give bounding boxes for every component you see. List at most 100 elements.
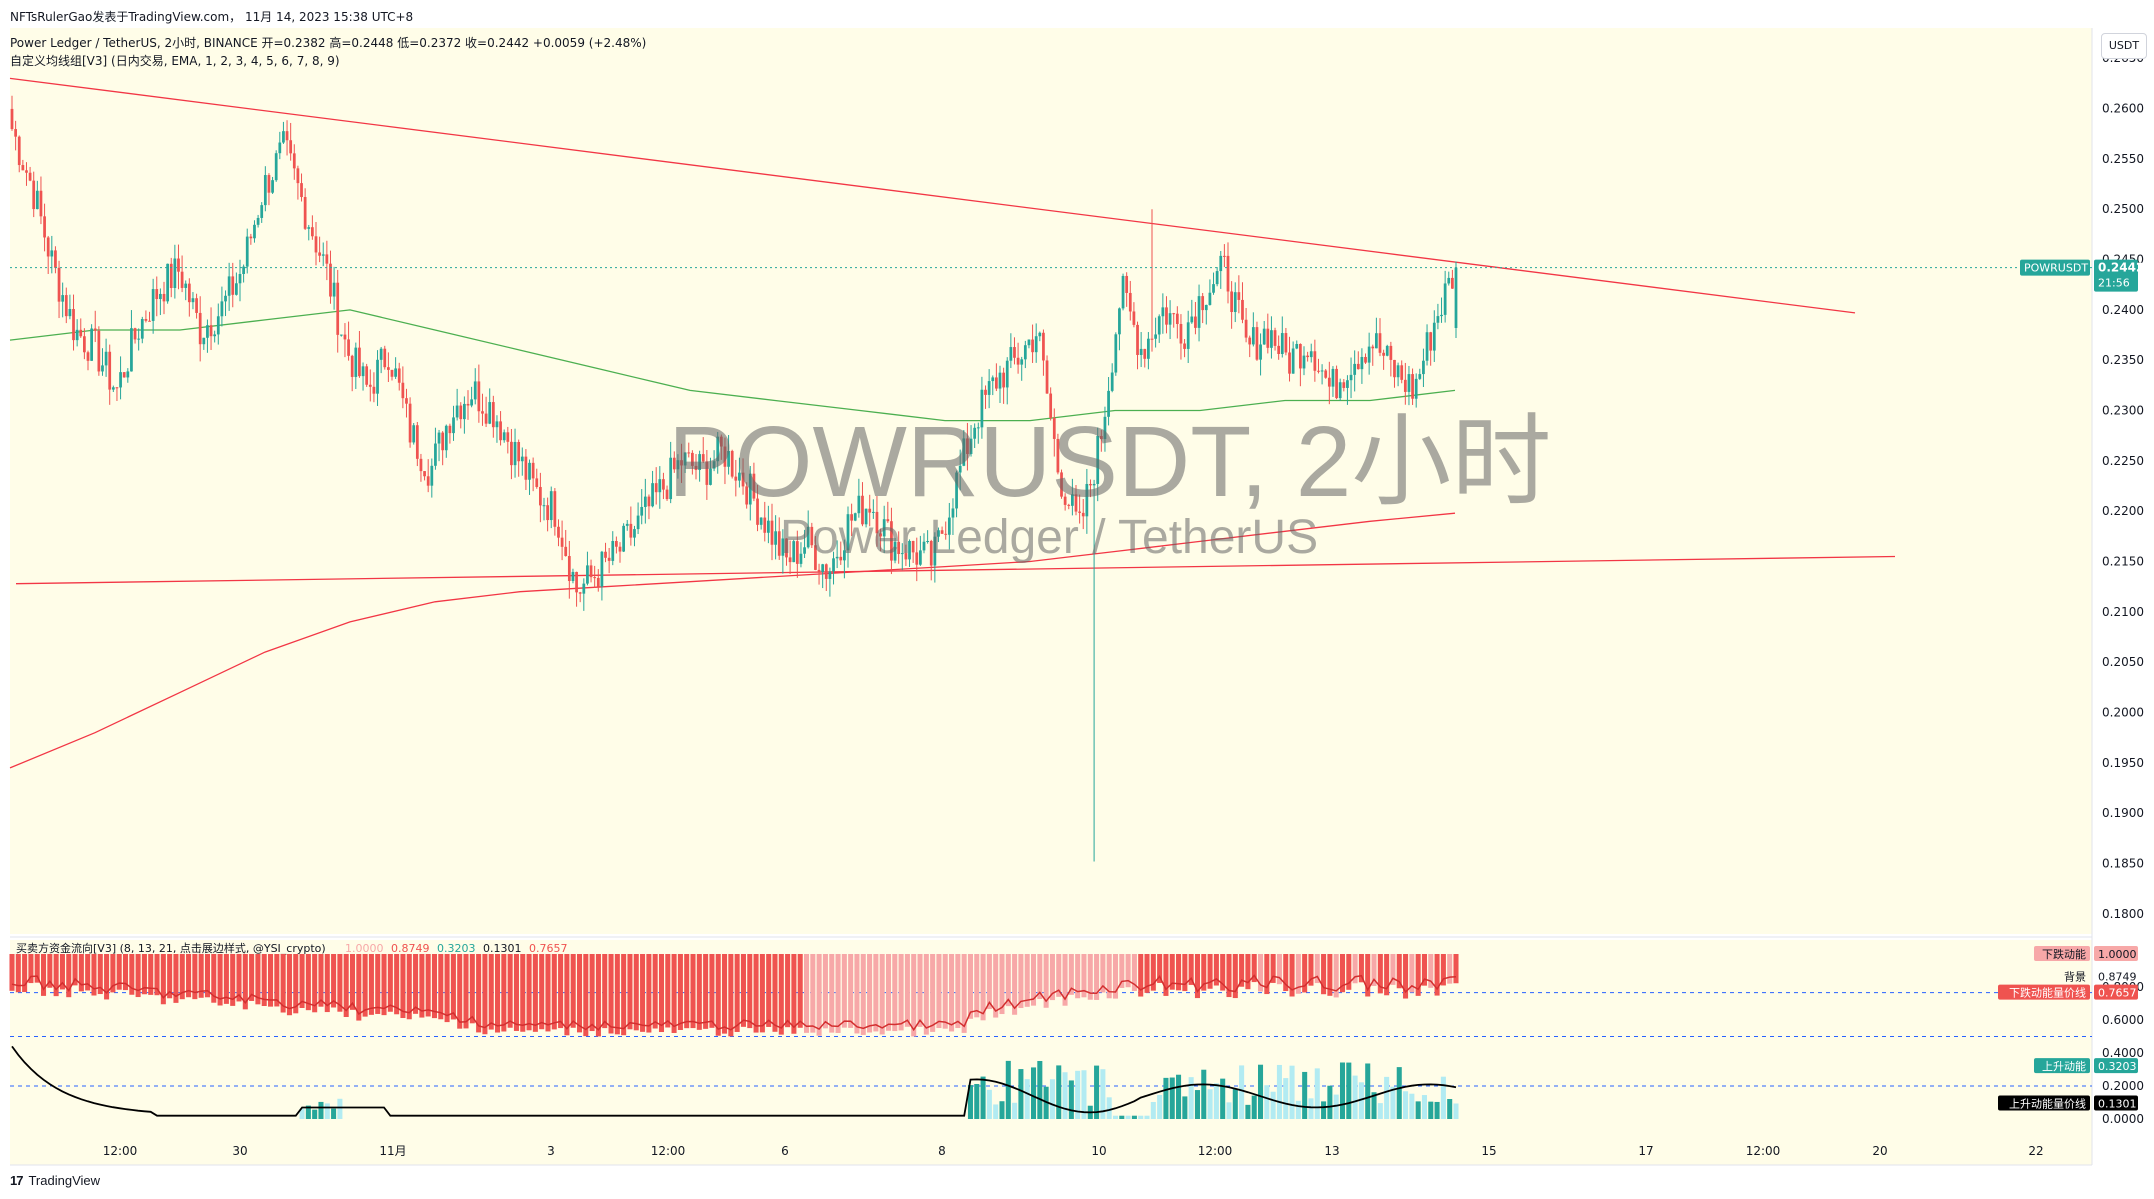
candle[interactable] (1237, 292, 1241, 300)
candle[interactable] (267, 175, 271, 193)
candle[interactable] (10, 108, 14, 130)
candle[interactable] (1031, 339, 1034, 353)
candle[interactable] (209, 325, 213, 337)
candle[interactable] (50, 250, 54, 257)
candle[interactable] (1295, 343, 1299, 349)
candle[interactable] (1118, 308, 1121, 335)
candle[interactable] (444, 425, 448, 451)
candle[interactable] (173, 258, 177, 288)
candle[interactable] (593, 577, 597, 579)
candle[interactable] (329, 263, 332, 297)
candle[interactable] (54, 250, 57, 268)
candle[interactable] (466, 403, 470, 406)
candle[interactable] (546, 505, 549, 521)
candle[interactable] (426, 476, 430, 486)
candle[interactable] (126, 371, 130, 378)
candle[interactable] (911, 540, 915, 553)
candle[interactable] (1132, 311, 1136, 325)
candle[interactable] (408, 403, 412, 443)
candle[interactable] (1338, 382, 1342, 399)
candle[interactable] (1414, 378, 1418, 399)
candle[interactable] (263, 175, 267, 206)
candle[interactable] (1353, 363, 1357, 375)
candle[interactable] (339, 334, 343, 336)
candle[interactable] (289, 140, 293, 154)
candle[interactable] (97, 330, 101, 372)
candle[interactable] (61, 295, 65, 302)
candle[interactable] (1443, 283, 1447, 315)
candle[interactable] (919, 550, 922, 565)
candle[interactable] (1172, 313, 1176, 315)
candle[interactable] (622, 525, 625, 552)
candle[interactable] (589, 565, 593, 578)
candle[interactable] (470, 399, 473, 406)
candle[interactable] (857, 495, 861, 514)
candle[interactable] (303, 197, 307, 229)
candle[interactable] (1168, 313, 1172, 325)
candle[interactable] (1197, 296, 1201, 328)
candle[interactable] (1201, 296, 1205, 311)
candle[interactable] (296, 168, 300, 184)
candle[interactable] (1378, 333, 1382, 353)
candle[interactable] (520, 456, 524, 462)
candle[interactable] (752, 473, 756, 499)
candle[interactable] (694, 465, 698, 471)
candle[interactable] (810, 526, 814, 546)
candle[interactable] (79, 329, 83, 337)
candle[interactable] (904, 553, 908, 560)
candle[interactable] (654, 483, 658, 493)
candle[interactable] (1425, 332, 1429, 361)
candle[interactable] (1447, 277, 1451, 284)
candle[interactable] (1251, 327, 1255, 345)
candle[interactable] (973, 427, 977, 439)
candle[interactable] (72, 308, 75, 341)
candle[interactable] (253, 224, 256, 239)
candle[interactable] (1020, 359, 1024, 365)
candle[interactable] (1248, 337, 1252, 345)
candle[interactable] (1023, 345, 1027, 360)
candle[interactable] (1128, 292, 1132, 312)
candle[interactable] (669, 457, 673, 500)
candle[interactable] (531, 462, 535, 479)
candle[interactable] (564, 546, 568, 557)
candle[interactable] (1016, 357, 1020, 365)
candle[interactable] (785, 538, 788, 558)
candle[interactable] (976, 427, 980, 429)
candle[interactable] (741, 472, 745, 487)
candle[interactable] (93, 328, 97, 331)
candle[interactable] (1150, 338, 1154, 340)
candle[interactable] (683, 452, 687, 466)
candle[interactable] (321, 254, 325, 256)
candle[interactable] (748, 473, 752, 505)
candle[interactable] (871, 511, 875, 513)
candle[interactable] (1230, 291, 1233, 313)
candle[interactable] (151, 289, 155, 321)
candle[interactable] (958, 465, 962, 473)
candle[interactable] (137, 338, 141, 340)
candle[interactable] (477, 381, 481, 412)
candle[interactable] (636, 515, 640, 530)
candle[interactable] (698, 454, 701, 471)
candle[interactable] (604, 551, 607, 558)
candle[interactable] (1226, 255, 1230, 292)
candle[interactable] (448, 425, 452, 434)
candle[interactable] (1045, 360, 1049, 394)
candle[interactable] (1074, 494, 1078, 512)
candle[interactable] (567, 556, 571, 582)
candle[interactable] (1078, 511, 1081, 513)
candle[interactable] (177, 258, 180, 272)
candle[interactable] (1071, 494, 1074, 506)
candle[interactable] (560, 537, 564, 547)
candle[interactable] (1027, 339, 1031, 346)
candle[interactable] (1139, 348, 1143, 355)
candle[interactable] (491, 402, 495, 428)
candle[interactable] (727, 450, 730, 467)
candle[interactable] (788, 557, 792, 563)
candle[interactable] (397, 368, 401, 383)
candle[interactable] (665, 489, 669, 500)
candle[interactable] (285, 131, 289, 141)
candle[interactable] (1324, 370, 1328, 378)
candle[interactable] (571, 571, 575, 582)
candle[interactable] (625, 523, 629, 526)
candle[interactable] (25, 170, 28, 173)
